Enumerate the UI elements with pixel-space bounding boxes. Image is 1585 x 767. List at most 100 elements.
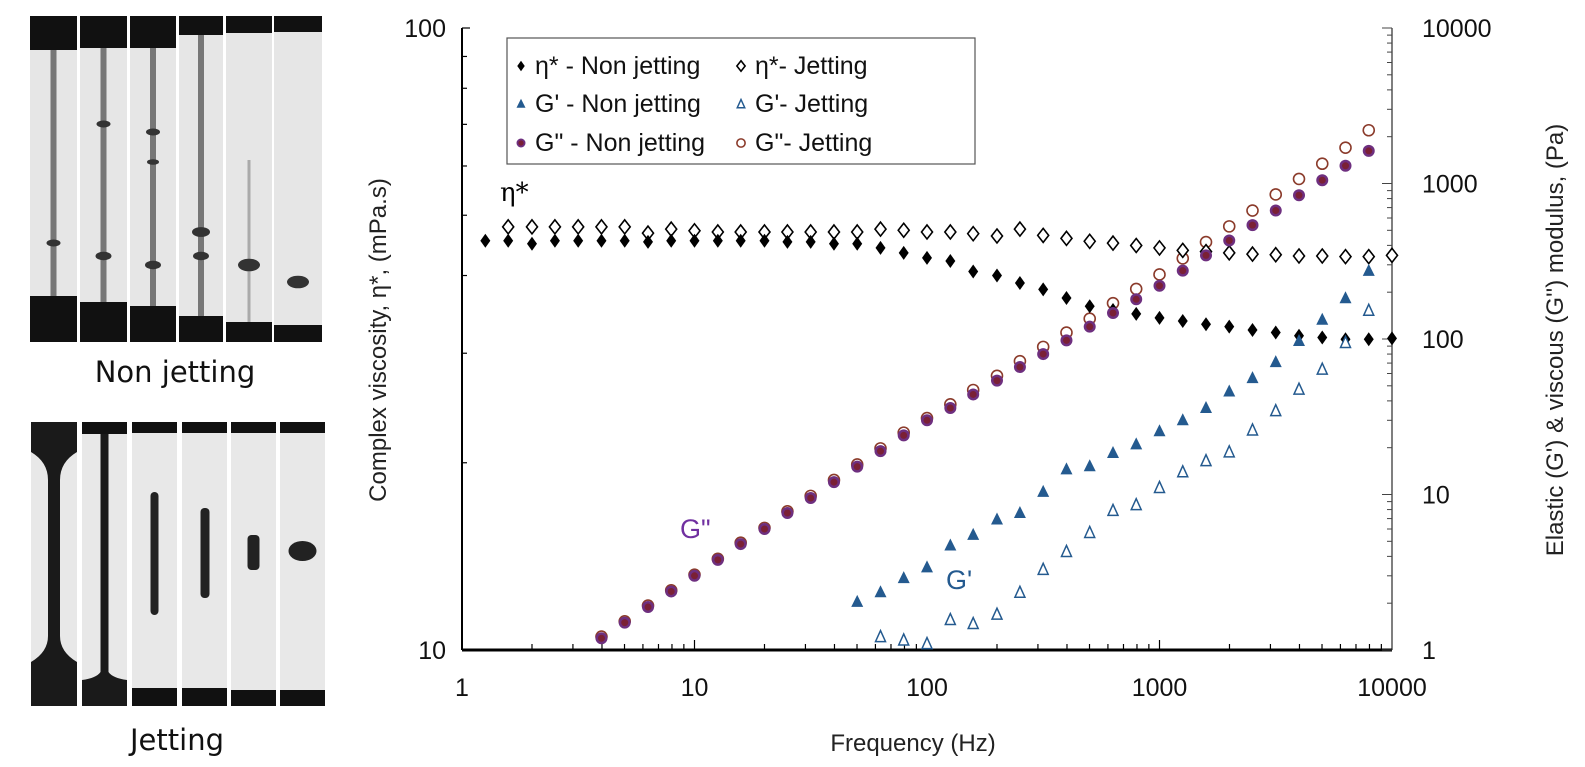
data-point <box>875 240 886 255</box>
legend-marker <box>517 60 525 72</box>
legend-label-gpp-jetting: G"- Jetting <box>755 129 872 157</box>
data-point <box>990 227 1004 245</box>
data-point <box>805 234 816 249</box>
ligament <box>200 508 210 598</box>
data-point <box>874 585 887 598</box>
data-point <box>1269 355 1282 368</box>
data-point <box>898 245 909 260</box>
right-y-tick-label: 10000 <box>1422 15 1492 43</box>
marker-core <box>597 634 605 642</box>
data-point <box>990 606 1004 620</box>
data-point <box>1339 291 1352 304</box>
data-point <box>1106 234 1120 252</box>
nozzle-dark <box>130 16 176 48</box>
substrate-dark <box>182 688 227 706</box>
data-point <box>1246 204 1259 217</box>
data-point <box>1246 371 1259 384</box>
x-tick-label: 10 <box>681 674 709 702</box>
legend-marker <box>516 98 526 108</box>
right-y-tick-label: 100 <box>1422 326 1464 354</box>
jet-column <box>82 434 127 706</box>
data-point <box>1270 325 1281 340</box>
chart-axes: 1 10 100 1000 10000 10 100 1 10 100 1000 10000 <box>404 15 1491 702</box>
marker-core <box>1109 309 1117 317</box>
data-point <box>1269 188 1283 201</box>
droplet-bead <box>193 251 209 261</box>
data-point <box>571 218 585 236</box>
data-point <box>921 414 933 427</box>
substrate-dark <box>80 302 127 342</box>
marker-core <box>923 416 931 424</box>
data-point <box>1037 484 1050 497</box>
data-point <box>1362 263 1375 276</box>
legend: η* - Non jetting η*- Jetting G' - Non je… <box>506 37 976 165</box>
data-point <box>526 236 537 251</box>
data-point <box>1059 230 1073 247</box>
data-point <box>1223 444 1236 458</box>
data-point <box>851 460 864 473</box>
series-diamond-filled <box>480 233 1397 347</box>
right-y-tick-label: 10 <box>1422 482 1450 510</box>
g-double-prime-annotation: G" <box>680 514 711 544</box>
substrate-dark <box>179 316 223 342</box>
marker-core <box>830 478 838 486</box>
marker-core <box>946 404 954 412</box>
left-y-axis-title: Complex viscosity, η*, (mPa.s) <box>365 178 392 502</box>
data-point <box>1292 247 1306 265</box>
marker-core <box>783 509 791 517</box>
data-point <box>1201 317 1212 332</box>
right-y-axis-title: Elastic (G') & viscous (G'') modulus, (P… <box>1542 124 1569 557</box>
data-point <box>549 233 560 248</box>
data-point <box>1083 459 1096 472</box>
data-point <box>1106 502 1120 517</box>
filament <box>150 48 156 306</box>
data-point <box>1130 293 1143 306</box>
data-point <box>1292 172 1306 186</box>
data-point <box>1060 334 1073 347</box>
data-point <box>1246 219 1259 232</box>
marker-core <box>807 494 815 502</box>
data-point <box>1013 506 1026 519</box>
droplet <box>288 541 317 561</box>
data-point <box>897 429 910 442</box>
data-point <box>1387 331 1397 346</box>
data-point <box>1153 279 1166 292</box>
marker-core <box>1272 207 1280 215</box>
substrate-dark <box>132 688 177 706</box>
jetting-caption: Jetting <box>128 723 224 757</box>
data-point <box>548 218 562 236</box>
data-point <box>1083 233 1097 250</box>
data-point <box>1130 437 1143 450</box>
legend-label-gp-jetting: G'- Jetting <box>755 90 868 118</box>
data-point <box>618 218 632 236</box>
data-point <box>873 220 888 238</box>
data-point <box>897 221 911 239</box>
data-point <box>897 632 910 646</box>
data-point <box>643 234 654 249</box>
non-jetting-frame <box>274 16 322 342</box>
data-point <box>991 268 1002 283</box>
ligament <box>247 535 260 570</box>
droplet-bead <box>146 128 160 136</box>
data-point <box>1315 157 1329 171</box>
marker-core <box>1202 251 1210 259</box>
data-point <box>1362 302 1375 317</box>
marker-core <box>900 431 908 439</box>
nozzle-dark <box>226 16 272 33</box>
data-point <box>1200 400 1213 413</box>
legend-label-eta-jetting: η*- Jetting <box>755 52 868 80</box>
data-point <box>1316 312 1329 325</box>
data-point <box>1247 322 1258 337</box>
marker-core <box>1225 236 1233 244</box>
data-point <box>1199 452 1213 467</box>
data-point <box>1316 361 1329 375</box>
data-point <box>1269 204 1282 217</box>
nozzle-dark <box>80 16 127 48</box>
data-point <box>1292 334 1305 347</box>
droplet-bead <box>46 239 61 247</box>
data-point <box>735 233 746 248</box>
marker-core <box>667 587 675 595</box>
data-point <box>1339 141 1352 154</box>
legend-marker <box>736 97 746 109</box>
